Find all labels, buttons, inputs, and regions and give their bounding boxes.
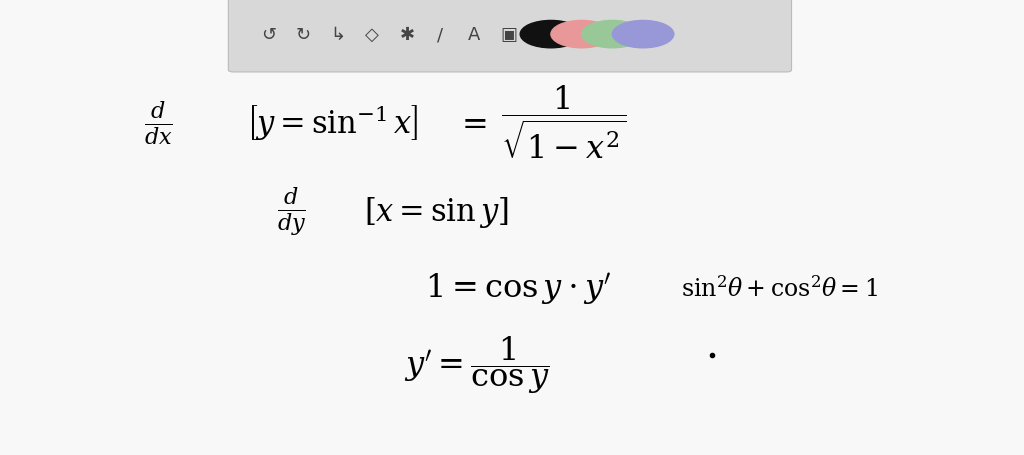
- Text: $=$: $=$: [456, 107, 486, 138]
- Circle shape: [612, 21, 674, 49]
- Text: ↻: ↻: [296, 26, 310, 44]
- Text: ↳: ↳: [331, 26, 345, 44]
- Text: ◇: ◇: [365, 26, 379, 44]
- FancyBboxPatch shape: [228, 0, 792, 73]
- Circle shape: [582, 21, 643, 49]
- Text: $\left[ y = \sin^{-1} x \right]$: $\left[ y = \sin^{-1} x \right]$: [246, 103, 418, 143]
- Text: ↺: ↺: [261, 26, 275, 44]
- Text: $\dfrac{1}{\sqrt{1-x^2}}$: $\dfrac{1}{\sqrt{1-x^2}}$: [501, 84, 626, 162]
- Text: $\sin^{2}\!\theta + \cos^{2}\!\theta = 1$: $\sin^{2}\!\theta + \cos^{2}\!\theta = 1…: [681, 276, 878, 302]
- Text: ✱: ✱: [400, 26, 415, 44]
- Text: A: A: [468, 26, 480, 44]
- Text: $1 = \cos y \cdot y'$: $1 = \cos y \cdot y'$: [425, 271, 611, 307]
- Text: $y' = \dfrac{1}{\cos y}$: $y' = \dfrac{1}{\cos y}$: [404, 333, 550, 395]
- Circle shape: [551, 21, 612, 49]
- Circle shape: [520, 21, 582, 49]
- Text: ▣: ▣: [501, 26, 517, 44]
- Text: $\left[ x = \sin y \right]$: $\left[ x = \sin y \right]$: [364, 194, 508, 229]
- Text: /: /: [437, 26, 443, 44]
- Text: $\frac{d}{dy}$: $\frac{d}{dy}$: [278, 185, 306, 238]
- Text: $\frac{d}{dx}$: $\frac{d}{dx}$: [144, 99, 173, 147]
